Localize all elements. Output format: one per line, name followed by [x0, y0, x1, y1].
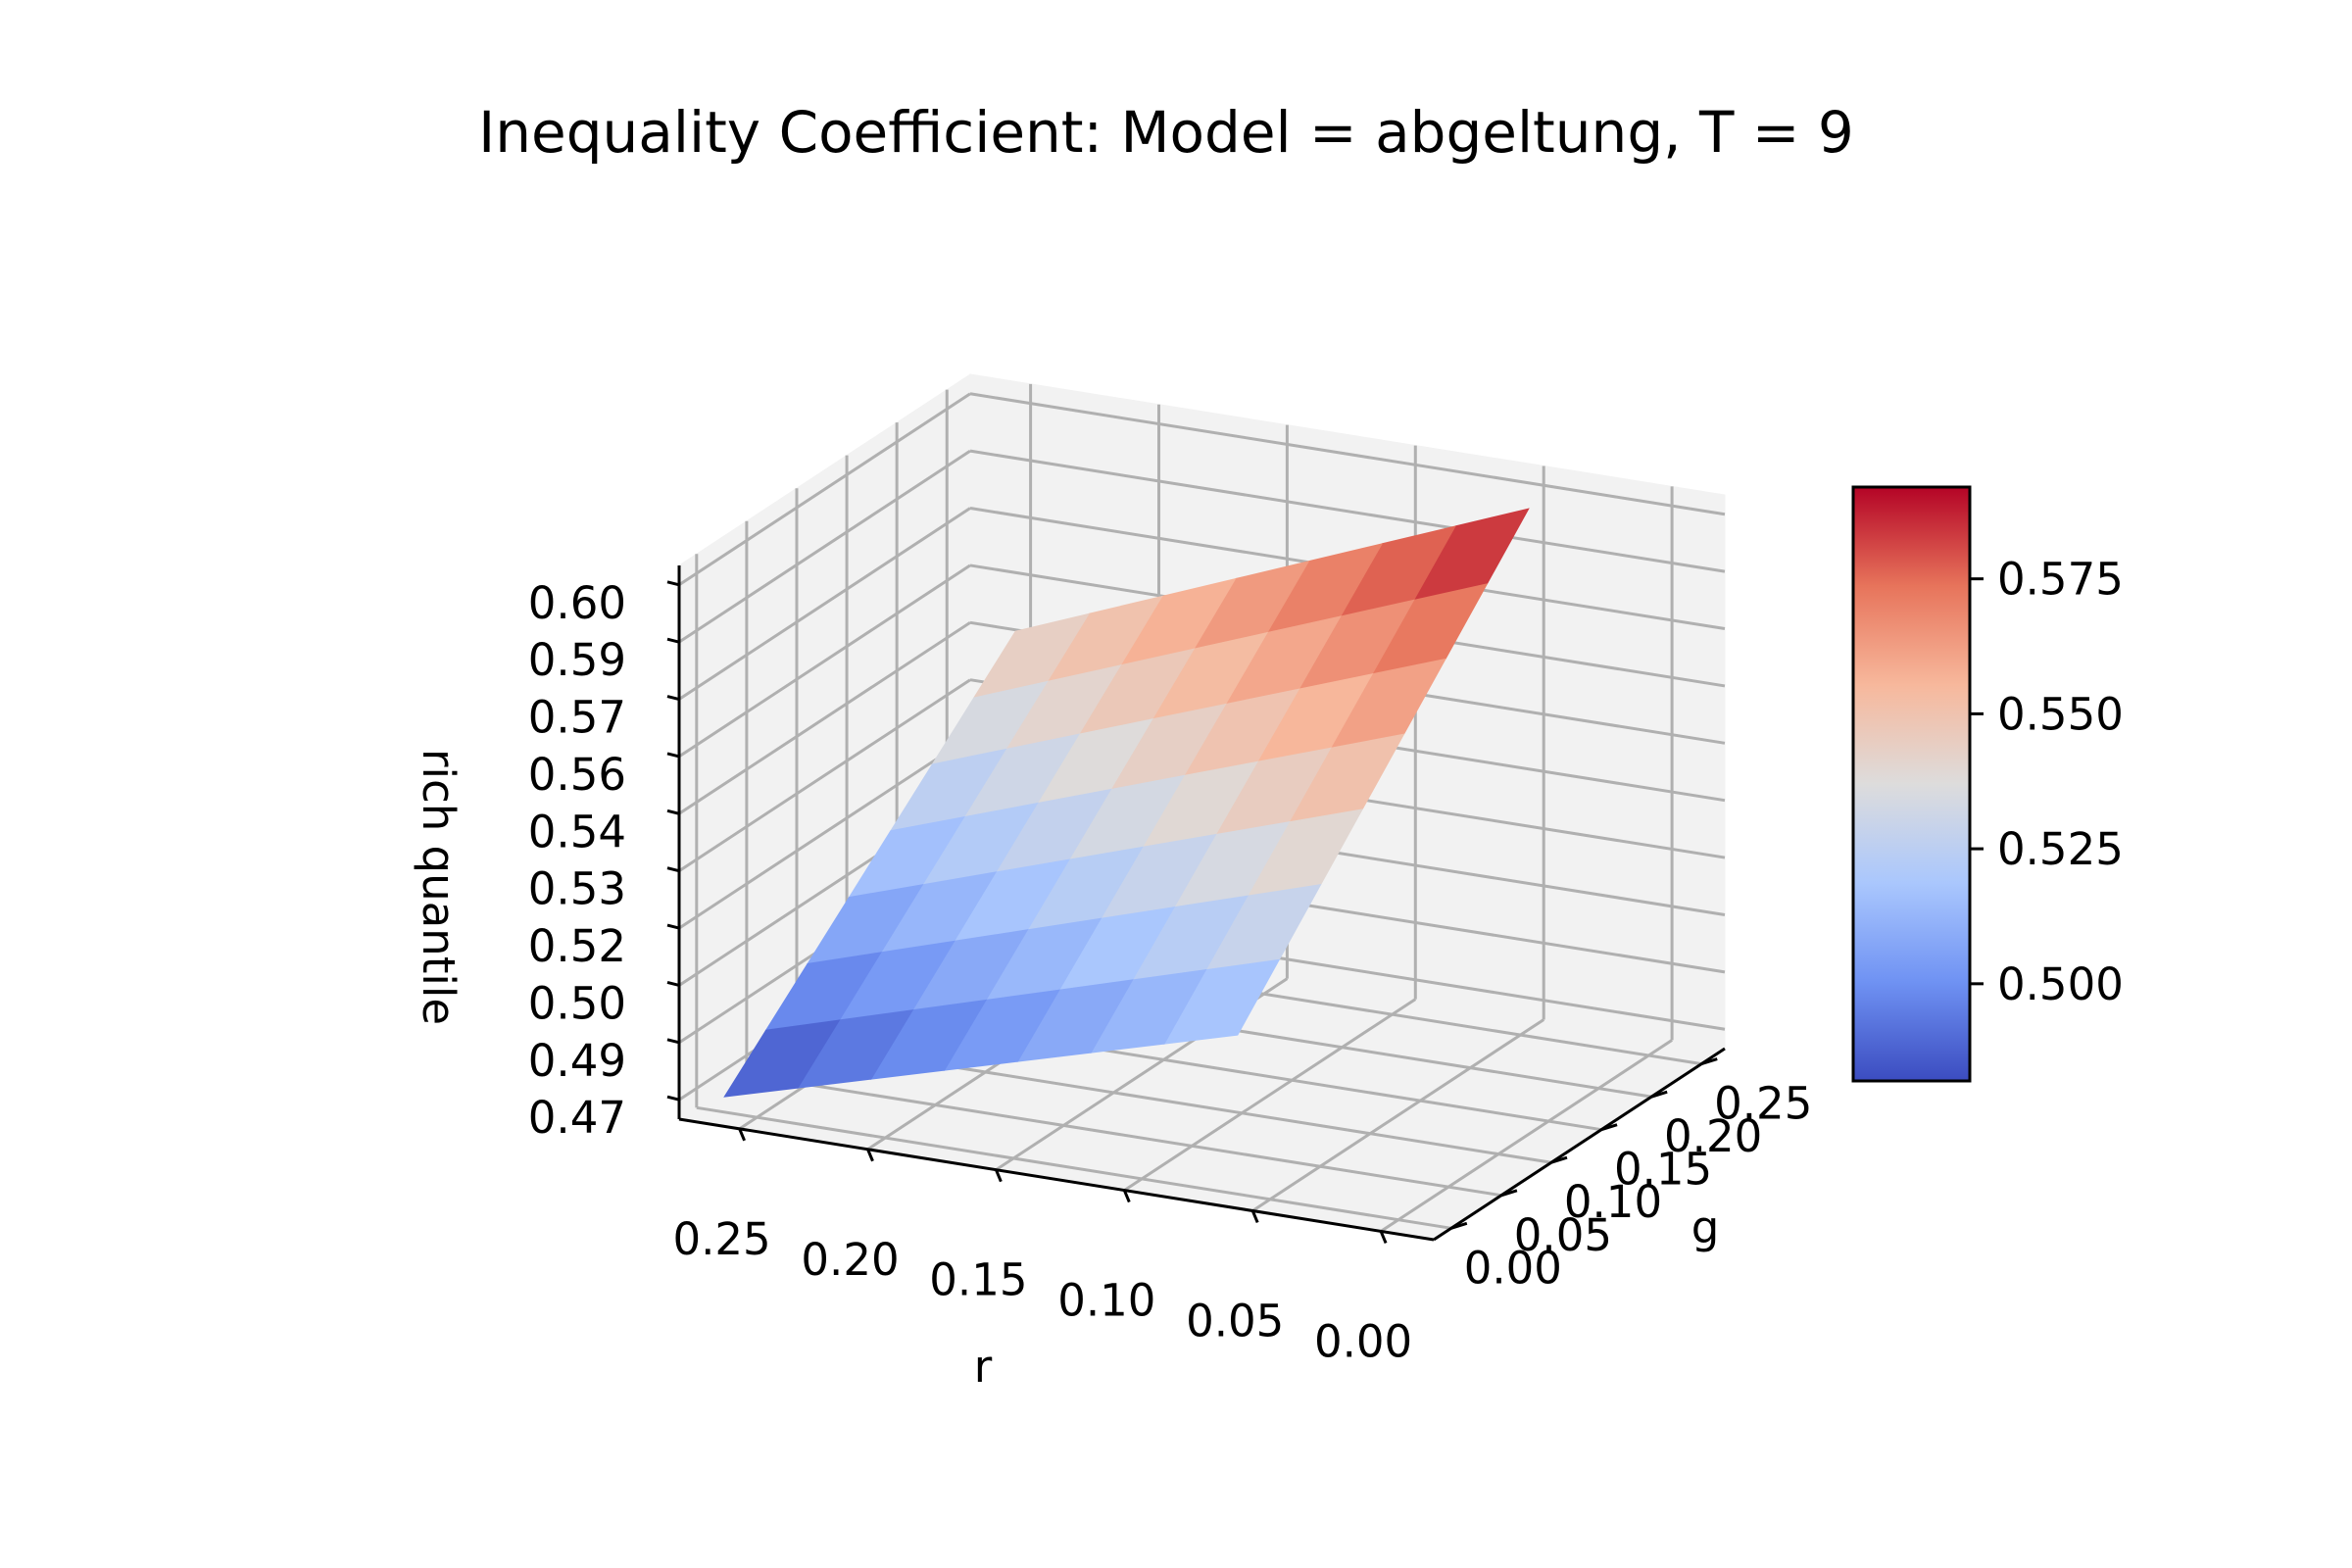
colorbar-tick-label: 0.550 [1997, 688, 2124, 740]
z-tick-label: 0.53 [528, 863, 626, 915]
x-tick-label: 0.00 [1314, 1315, 1412, 1367]
y-tick-mark [1550, 1155, 1568, 1164]
colorbar-tick-label: 0.500 [1997, 958, 2124, 1010]
grid-line-z [678, 392, 971, 587]
y-tick-label: 0.15 [1614, 1144, 1712, 1196]
x-axis-line [678, 1117, 1435, 1242]
y-tick-label: 0.25 [1714, 1078, 1812, 1130]
y-tick-label: 0.20 [1664, 1110, 1762, 1162]
grid-line-z [678, 449, 971, 644]
y-axis-label: g [1691, 1201, 1720, 1253]
z-tick-label: 0.52 [528, 920, 626, 972]
z-tick-label: 0.50 [528, 977, 626, 1029]
grid-line-g [696, 1105, 1452, 1230]
z-axis-label: rich quantile [413, 749, 465, 1025]
x-tick-mark [866, 1149, 874, 1162]
chart-title: Inequality Coefficient: Model = abgeltun… [478, 99, 1854, 166]
z-tick-mark [666, 808, 680, 815]
y-tick-mark [1450, 1221, 1468, 1230]
z-tick-label: 0.47 [528, 1092, 626, 1144]
z-tick-mark [666, 866, 680, 873]
grid-line-z [969, 392, 1726, 516]
grid-line-r [1380, 1039, 1673, 1233]
grid-line-z [678, 564, 971, 759]
x-tick-label: 0.25 [672, 1213, 770, 1265]
x-tick-mark [1250, 1209, 1259, 1224]
z-tick-mark [666, 580, 680, 587]
z-tick-label: 0.60 [528, 577, 626, 629]
y-tick-mark [1650, 1090, 1668, 1099]
colorbar-tick-label: 0.525 [1997, 823, 2124, 875]
colorbar-gradient [1851, 485, 1972, 1083]
z-tick-label: 0.56 [528, 749, 626, 801]
x-tick-label: 0.05 [1186, 1295, 1284, 1347]
x-tick-mark [738, 1128, 746, 1142]
z-tick-label: 0.49 [528, 1035, 626, 1087]
z-tick-mark [666, 695, 680, 701]
y-tick-mark [1500, 1189, 1518, 1198]
grid-line-z [678, 735, 971, 930]
surface-cell [723, 1019, 841, 1098]
x-axis-label: r [974, 1341, 993, 1393]
colorbar-tick-label: 0.575 [1997, 554, 2124, 606]
y-tick-label: 0.05 [1514, 1209, 1612, 1261]
y-tick-label: 0.00 [1464, 1242, 1562, 1294]
z-tick-mark [666, 752, 680, 759]
grid-line-z [969, 449, 1726, 573]
grid-line-r [1251, 1018, 1545, 1212]
z-tick-mark [666, 981, 680, 987]
x-tick-mark [1379, 1230, 1388, 1244]
z-tick-mark [666, 1038, 680, 1045]
grid-line-z [678, 678, 971, 872]
x-tick-mark [1122, 1189, 1131, 1203]
z-tick-mark [666, 1095, 680, 1102]
x-tick-label: 0.15 [929, 1254, 1027, 1306]
z-tick-label: 0.59 [528, 634, 626, 686]
x-tick-mark [995, 1169, 1003, 1183]
grid-line-g [746, 1073, 1502, 1198]
tick-labels: 0.25 0.20 0.15 0.10 0.05 0.000.000.050.100.15… [528, 577, 1813, 1368]
y-axis-line [1433, 1047, 1726, 1242]
z-tick-mark [666, 923, 680, 930]
y-tick-mark [1600, 1123, 1618, 1132]
x-tick-label: 0.10 [1057, 1275, 1155, 1327]
z-tick-label: 0.57 [528, 692, 626, 744]
grid-line-z [678, 621, 971, 815]
y-tick-label: 0.10 [1564, 1176, 1662, 1228]
z-tick-label: 0.54 [528, 806, 626, 858]
grid-line-r [1123, 998, 1417, 1192]
axis-lines [677, 565, 1726, 1242]
x-tick-label: 0.20 [801, 1234, 899, 1286]
surface [723, 508, 1530, 1098]
colorbar: 0.500 0.525 0.550 0.575 [1851, 485, 2124, 1083]
y-tick-mark [1700, 1057, 1718, 1066]
z-tick-mark [666, 637, 680, 644]
grid-line-z [678, 507, 971, 701]
